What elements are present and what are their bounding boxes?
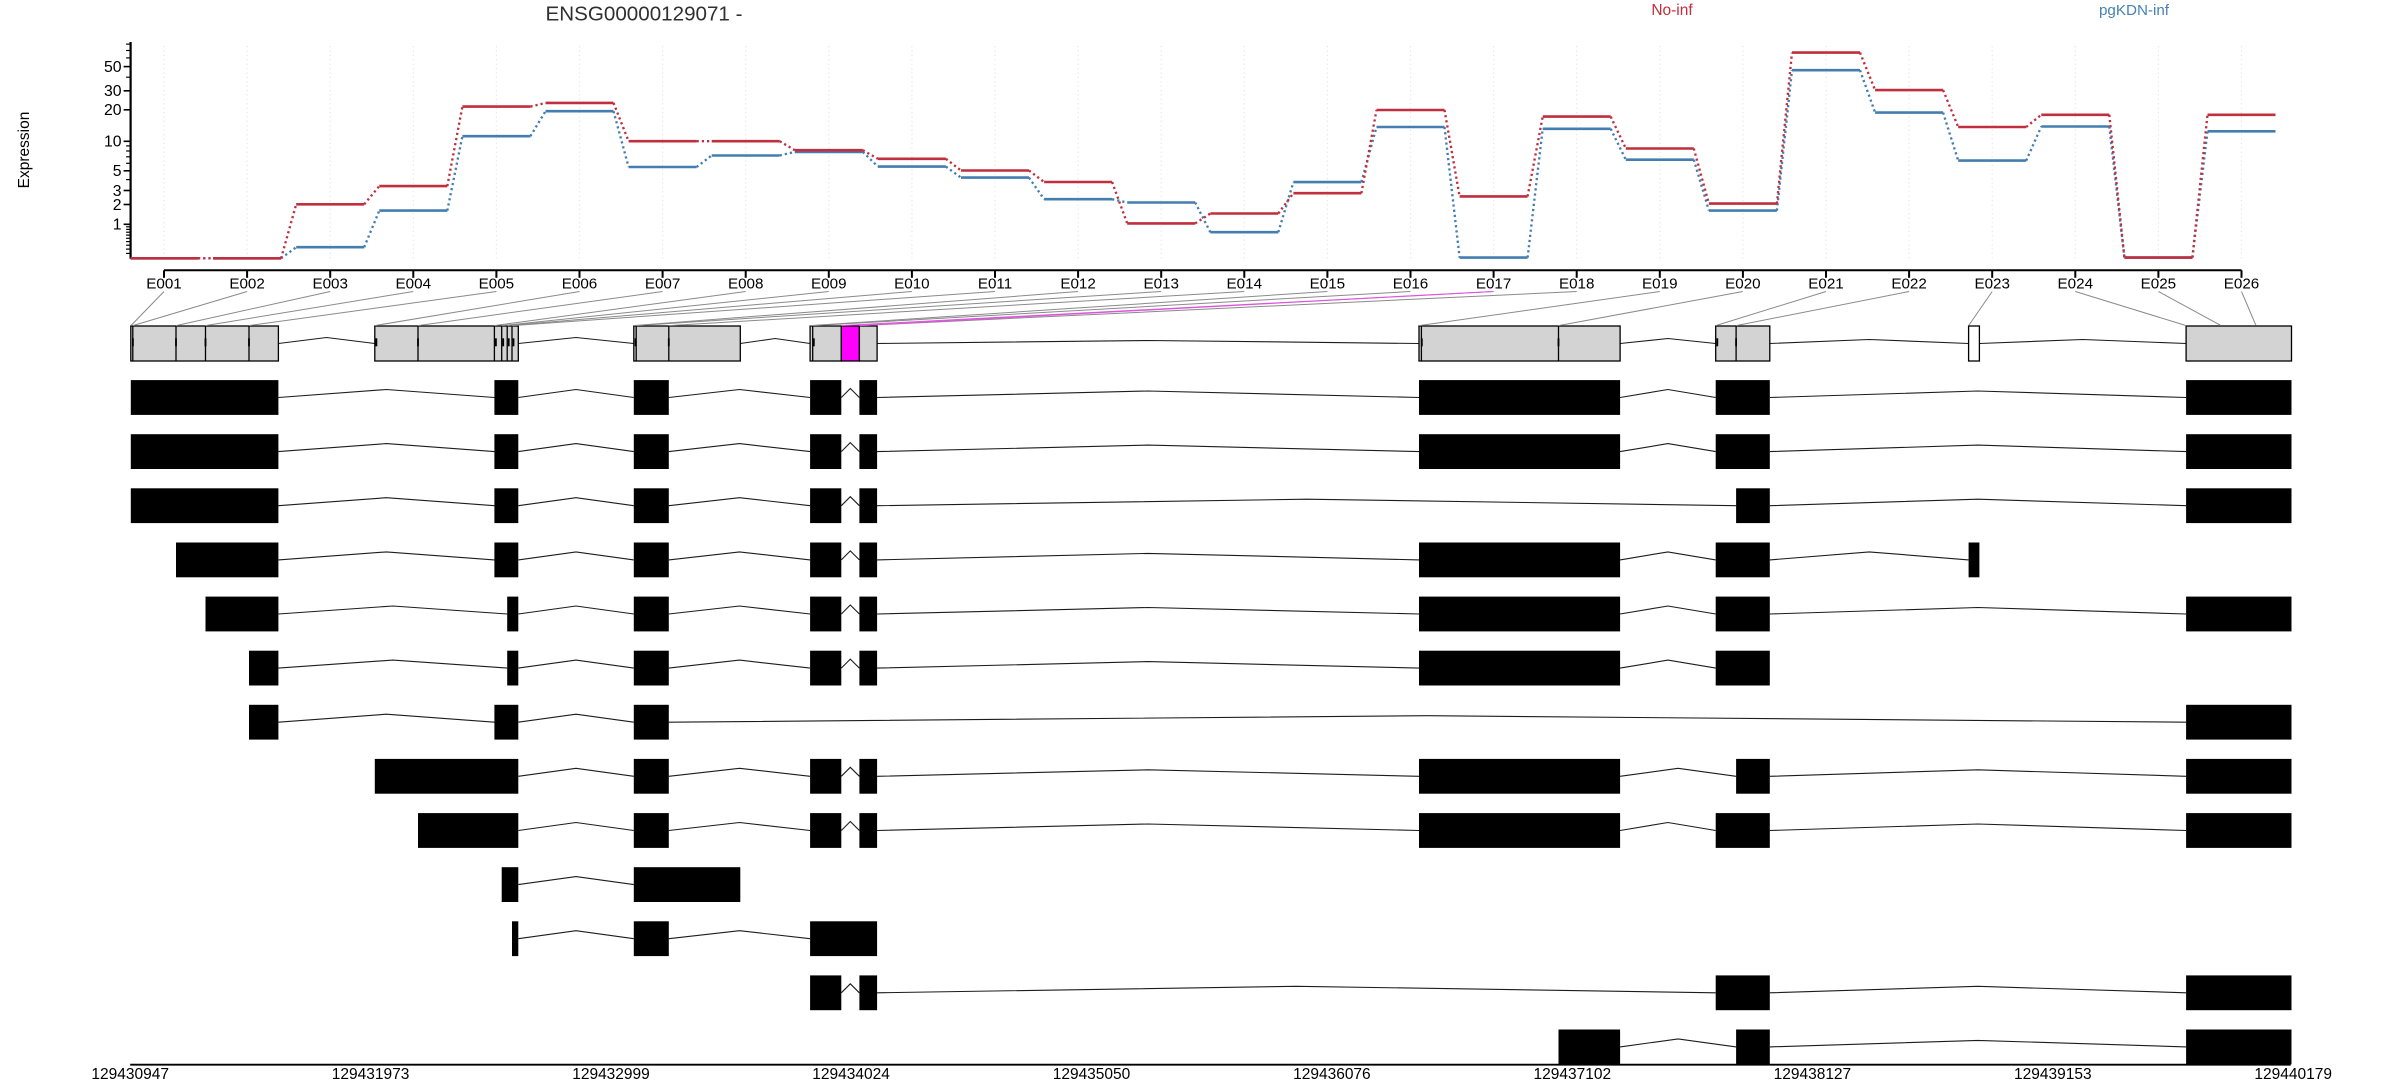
svg-text:E023: E023 bbox=[1974, 276, 2009, 293]
svg-text:50: 50 bbox=[104, 59, 122, 76]
svg-text:E003: E003 bbox=[312, 276, 347, 293]
svg-text:E013: E013 bbox=[1143, 276, 1178, 293]
svg-text:E010: E010 bbox=[894, 276, 929, 293]
svg-text:E026: E026 bbox=[2224, 276, 2259, 293]
svg-text:20: 20 bbox=[104, 102, 122, 119]
svg-text:Expression: Expression bbox=[16, 112, 33, 189]
svg-text:E025: E025 bbox=[2141, 276, 2176, 293]
svg-text:E011: E011 bbox=[978, 276, 1012, 293]
svg-text:129430947: 129430947 bbox=[91, 1066, 169, 1083]
svg-text:10: 10 bbox=[104, 134, 122, 151]
svg-text:pgKDN-inf: pgKDN-inf bbox=[2099, 2, 2170, 19]
svg-text:E012: E012 bbox=[1060, 276, 1095, 293]
svg-text:E006: E006 bbox=[562, 276, 597, 293]
svg-text:E022: E022 bbox=[1891, 276, 1926, 293]
svg-text:E005: E005 bbox=[479, 276, 514, 293]
svg-text:E014: E014 bbox=[1227, 276, 1262, 293]
svg-text:E018: E018 bbox=[1559, 276, 1594, 293]
svg-text:129439153: 129439153 bbox=[2014, 1066, 2092, 1083]
svg-text:E009: E009 bbox=[811, 276, 846, 293]
svg-text:E024: E024 bbox=[2058, 276, 2093, 293]
svg-text:129438127: 129438127 bbox=[1774, 1066, 1852, 1083]
svg-text:30: 30 bbox=[104, 83, 122, 100]
svg-text:E007: E007 bbox=[645, 276, 680, 293]
svg-text:E008: E008 bbox=[728, 276, 763, 293]
svg-text:ENSG00000129071 -: ENSG00000129071 - bbox=[546, 3, 743, 26]
svg-text:E017: E017 bbox=[1476, 276, 1511, 293]
svg-text:2: 2 bbox=[113, 197, 122, 214]
svg-text:129432999: 129432999 bbox=[572, 1066, 650, 1083]
svg-text:129437102: 129437102 bbox=[1534, 1066, 1612, 1083]
svg-text:5: 5 bbox=[113, 163, 122, 180]
svg-text:E001: E001 bbox=[146, 276, 181, 293]
svg-text:129440179: 129440179 bbox=[2254, 1066, 2332, 1083]
svg-text:3: 3 bbox=[113, 183, 122, 200]
svg-text:1: 1 bbox=[113, 217, 122, 234]
svg-text:No-inf: No-inf bbox=[1651, 2, 1693, 19]
svg-text:129435050: 129435050 bbox=[1053, 1066, 1131, 1083]
svg-text:129434024: 129434024 bbox=[812, 1066, 890, 1083]
svg-text:E020: E020 bbox=[1725, 276, 1760, 293]
svg-text:129431973: 129431973 bbox=[332, 1066, 410, 1083]
svg-text:E004: E004 bbox=[396, 276, 431, 293]
svg-text:E021: E021 bbox=[1808, 276, 1843, 293]
svg-text:E019: E019 bbox=[1642, 276, 1677, 293]
svg-text:E002: E002 bbox=[229, 276, 264, 293]
svg-text:E016: E016 bbox=[1393, 276, 1428, 293]
svg-text:129436076: 129436076 bbox=[1293, 1066, 1371, 1083]
svg-text:E015: E015 bbox=[1310, 276, 1345, 293]
